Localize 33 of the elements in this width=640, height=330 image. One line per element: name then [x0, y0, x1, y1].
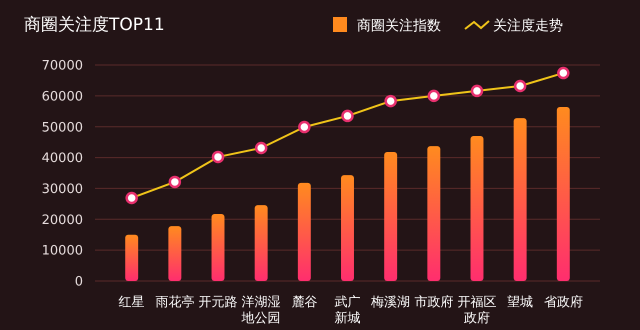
- bar: [427, 146, 440, 281]
- y-tick-label: 40000: [42, 151, 83, 166]
- bar: [168, 226, 182, 281]
- bar: [384, 152, 398, 281]
- x-tick-label: 梅溪湖: [370, 295, 410, 310]
- y-tick-label: 60000: [42, 89, 83, 104]
- x-tick-label: 望城: [507, 295, 534, 310]
- x-tick-label: 开福区政府: [457, 295, 496, 326]
- chart-title: 商圈关注度TOP11: [24, 15, 165, 35]
- x-tick-label: 武广新城: [334, 295, 360, 326]
- bar: [125, 234, 138, 281]
- legend-label: 关注度走势: [493, 18, 563, 34]
- y-tick-label: 20000: [42, 212, 83, 228]
- bar: [556, 106, 570, 281]
- x-tick-label: 麓谷: [291, 295, 318, 310]
- bar: [470, 136, 484, 281]
- y-tick-label: 70000: [42, 58, 83, 74]
- y-tick-label: 0: [74, 274, 83, 290]
- x-tick-label: 省政府: [544, 294, 583, 310]
- bar: [298, 182, 311, 281]
- y-tick-label: 50000: [42, 120, 83, 136]
- x-tick-label: 市政府: [414, 294, 454, 310]
- bar: [212, 214, 224, 281]
- x-tick-label: 洋湖湿地公园: [240, 295, 281, 326]
- y-tick-label: 30000: [42, 182, 83, 197]
- x-tick-label: 红星: [118, 295, 145, 310]
- x-tick-label: 雨花亭: [155, 294, 194, 310]
- bar: [254, 205, 268, 281]
- bar: [341, 175, 354, 281]
- bar: [514, 118, 527, 281]
- legend-label: 商圈关注指数: [357, 18, 441, 34]
- y-tick-label: 10000: [42, 244, 83, 259]
- x-tick-label: 开元路: [198, 295, 238, 310]
